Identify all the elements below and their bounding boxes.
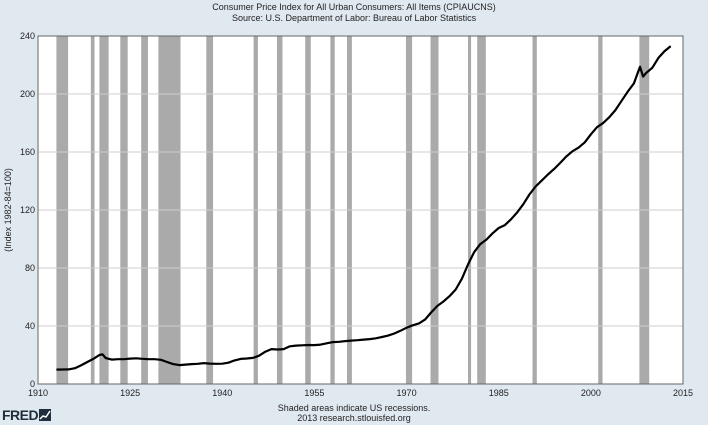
y-tick-label: 80 — [25, 263, 35, 273]
fred-logo-text: FRED — [2, 407, 39, 423]
plot-frame — [37, 35, 684, 385]
y-tick-label: 40 — [25, 321, 35, 331]
x-tick-label: 1985 — [489, 388, 509, 398]
x-tick-label: 2015 — [673, 388, 693, 398]
y-axis-ticks: 0 40 80 120 160 200 240 — [20, 31, 35, 389]
x-tick-label: 1970 — [397, 388, 417, 398]
y-tick-label: 0 — [30, 379, 35, 389]
chart-title: Consumer Price Index for All Urban Consu… — [212, 2, 496, 12]
x-axis-ticks: 1910 1925 1940 1955 1970 1985 2000 2015 — [28, 388, 693, 398]
recession-note: Shaded areas indicate US recessions. — [277, 403, 431, 413]
fred-chart-icon — [39, 409, 52, 421]
x-tick-label: 2000 — [581, 388, 601, 398]
source-credit: 2013 research.stlouisfed.org — [297, 413, 411, 423]
x-tick-label: 1940 — [212, 388, 232, 398]
chart-title-block: Consumer Price Index for All Urban Consu… — [0, 2, 708, 24]
y-axis-label: (Index 1982-84=100) — [3, 168, 13, 252]
fred-logo: FRED — [2, 407, 52, 423]
chart-footer: Shaded areas indicate US recessions. 201… — [0, 403, 708, 423]
x-tick-label: 1955 — [304, 388, 324, 398]
chart-subtitle: Source: U.S. Department of Labor: Bureau… — [231, 13, 477, 23]
cpi-series-line — [56, 45, 672, 371]
x-tick-label: 1910 — [28, 388, 48, 398]
x-tick-label: 1925 — [120, 388, 140, 398]
y-tick-label: 160 — [20, 147, 35, 157]
y-tick-label: 240 — [20, 31, 35, 41]
y-tick-label: 200 — [20, 89, 35, 99]
y-tick-label: 120 — [20, 205, 35, 215]
